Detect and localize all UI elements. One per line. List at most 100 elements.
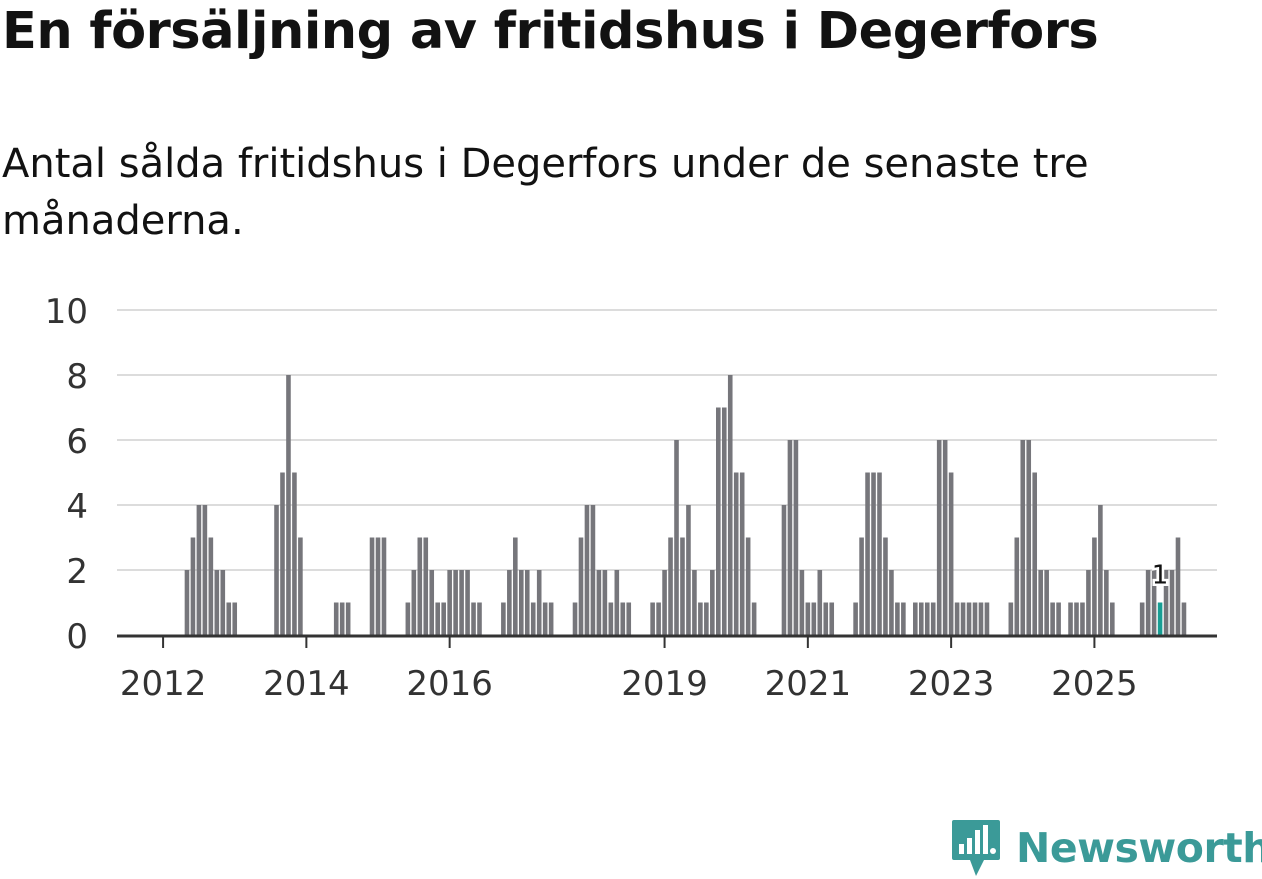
bar	[208, 537, 214, 635]
bar	[190, 537, 196, 635]
bar	[739, 472, 745, 635]
bar	[232, 602, 238, 635]
chart-subtitle: Antal sålda fritidshus i Degerfors under…	[2, 141, 1089, 244]
bar	[453, 570, 458, 635]
x-tick-label: 2025	[1051, 664, 1138, 704]
bar	[662, 570, 667, 635]
bar	[865, 472, 870, 635]
highlight-value-label: 1	[1152, 561, 1169, 591]
bar	[524, 570, 530, 635]
bar	[918, 602, 924, 635]
bar	[1032, 472, 1038, 635]
bar	[274, 505, 279, 635]
bar	[901, 602, 906, 635]
bar	[1151, 570, 1157, 635]
bar	[930, 602, 936, 635]
bar	[745, 537, 751, 635]
x-tick-label: 2023	[908, 664, 995, 704]
bar	[1181, 602, 1187, 635]
data-labels: 1	[1149, 558, 1171, 593]
bar	[196, 505, 202, 635]
bar	[226, 602, 232, 635]
bar	[793, 440, 799, 635]
bar	[1044, 570, 1049, 635]
bar	[680, 537, 685, 635]
bar	[1110, 602, 1115, 635]
bar	[1163, 570, 1169, 635]
y-axis: 0 2 4 6 8 10	[45, 292, 88, 657]
bar	[465, 570, 470, 635]
bar	[542, 602, 548, 635]
bar	[733, 472, 739, 635]
y-tick-label: 6	[66, 422, 88, 462]
bar	[596, 570, 602, 635]
bar	[220, 570, 226, 635]
bar	[942, 440, 948, 635]
bar	[333, 602, 339, 635]
bar	[572, 602, 578, 635]
bar	[477, 602, 482, 635]
bar	[936, 440, 942, 635]
bar	[405, 602, 411, 635]
y-tick-label: 8	[66, 357, 88, 397]
bar	[298, 537, 303, 635]
bar	[507, 570, 512, 635]
bar	[889, 570, 894, 635]
bar	[1068, 602, 1073, 635]
bar	[721, 407, 727, 635]
bar	[1056, 602, 1061, 635]
bar	[913, 602, 918, 635]
bar	[704, 602, 709, 635]
bar	[823, 602, 829, 635]
bar-highlight	[1157, 602, 1163, 635]
y-tick-label: 4	[66, 487, 88, 527]
y-tick-label: 10	[45, 292, 88, 332]
bar	[441, 602, 446, 635]
bar	[202, 505, 208, 635]
bar	[698, 602, 703, 635]
bar	[590, 505, 596, 635]
bar	[417, 537, 423, 635]
bar	[972, 602, 978, 635]
bar	[811, 602, 817, 635]
bar	[447, 570, 452, 635]
bar	[1098, 505, 1103, 635]
bar	[184, 570, 190, 635]
bar	[286, 375, 291, 635]
bar	[1092, 537, 1097, 635]
bar	[1008, 602, 1014, 635]
bar	[429, 570, 435, 635]
bar	[375, 537, 381, 635]
bar	[548, 602, 554, 635]
bar	[1014, 537, 1020, 635]
bar	[1145, 570, 1151, 635]
bar	[817, 570, 823, 635]
bar	[871, 472, 876, 635]
x-tick-label: 2019	[621, 664, 708, 704]
bar	[799, 570, 805, 635]
bar	[513, 537, 518, 635]
x-tick-label: 2014	[263, 664, 350, 704]
x-axis: 2012 2014 2016 2019 2021 2023 2025	[117, 634, 1217, 704]
bar	[978, 602, 984, 635]
bar	[948, 472, 954, 635]
bar	[727, 375, 733, 635]
bar	[751, 602, 757, 635]
bar	[345, 602, 351, 635]
bars	[184, 375, 1187, 635]
bar	[435, 602, 441, 635]
y-tick-label: 2	[66, 552, 88, 592]
bar	[1169, 570, 1175, 635]
bar	[1038, 570, 1043, 635]
bar	[214, 570, 220, 635]
bar	[584, 505, 590, 635]
bar	[984, 602, 990, 635]
bar	[966, 602, 972, 635]
bar	[459, 570, 464, 635]
bar	[877, 472, 882, 635]
bar	[339, 602, 345, 635]
bar	[614, 570, 620, 635]
bar	[620, 602, 626, 635]
x-tick-label: 2021	[765, 664, 852, 704]
bar	[369, 537, 375, 635]
